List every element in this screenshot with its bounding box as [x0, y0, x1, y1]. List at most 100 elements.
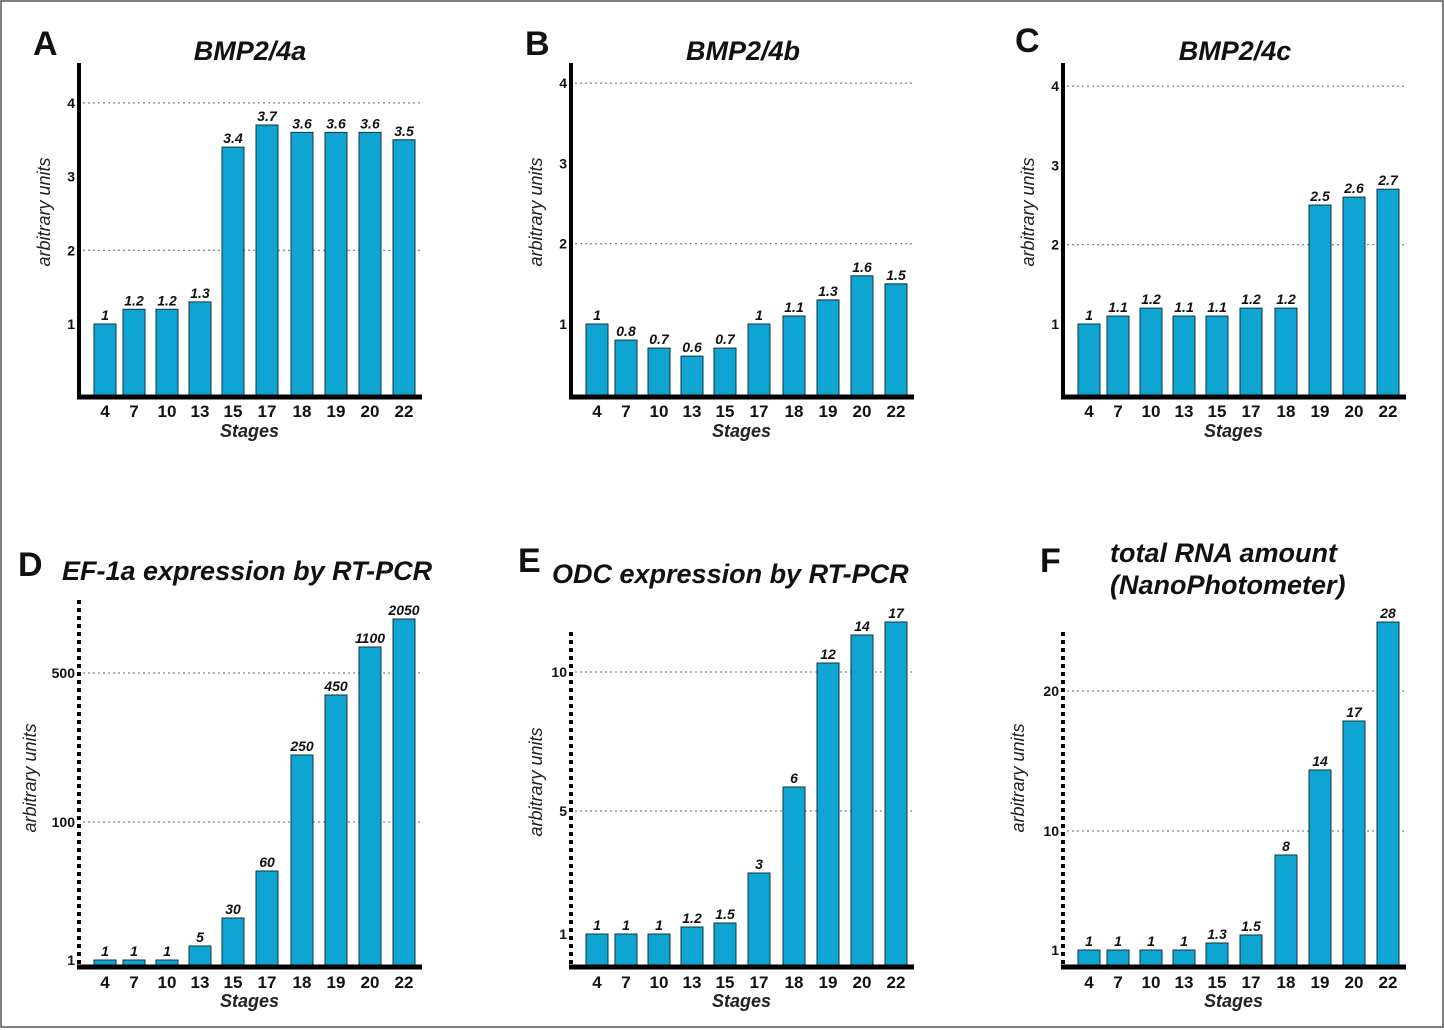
bar-stage-15	[221, 917, 245, 968]
x-tick-label: 20	[361, 402, 380, 421]
data-label: 250	[289, 738, 314, 754]
data-label: 1.2	[682, 910, 702, 926]
data-label: 450	[323, 678, 348, 694]
x-axis-label: Stages	[712, 421, 771, 441]
x-tick-label: 15	[224, 973, 243, 992]
bar-stage-15	[713, 347, 737, 398]
bar-stage-4	[585, 323, 609, 398]
panel-letter: B	[525, 25, 550, 63]
x-tick-label: 7	[621, 973, 630, 992]
x-tick-label: 19	[1311, 973, 1330, 992]
bar-stage-20	[850, 275, 874, 398]
bar-stage-19	[1308, 204, 1332, 398]
bar-stage-13	[1172, 949, 1196, 968]
data-label: 1100	[355, 630, 385, 646]
x-tick-label: 18	[1277, 973, 1296, 992]
data-label: 1	[622, 917, 630, 933]
y-tick-label: 3	[67, 169, 75, 185]
bar-stage-18	[290, 754, 314, 968]
x-tick-label: 15	[716, 973, 735, 992]
x-tick-label: 19	[819, 402, 838, 421]
x-tick-label: 18	[293, 402, 312, 421]
x-tick-label: 7	[129, 973, 138, 992]
bar-stage-20	[358, 646, 382, 968]
data-label: 3.6	[360, 115, 380, 131]
y-axis-label: arbitrary units	[526, 727, 546, 836]
x-tick-label: 17	[1242, 402, 1261, 421]
x-tick-label: 7	[129, 402, 138, 421]
x-tick-label: 7	[1113, 402, 1122, 421]
data-label: 3.5	[394, 123, 414, 139]
data-label: 2.6	[1343, 180, 1364, 196]
x-tick-label: 4	[592, 973, 602, 992]
data-label: 1.1	[1207, 299, 1227, 315]
x-tick-label: 15	[716, 402, 735, 421]
bar-stage-13	[680, 926, 704, 968]
y-tick-label: 10	[551, 664, 567, 680]
panel-a: A BMP2/4a 1 2 3 4 1 4 1.2 7 1.2 10 1.3 13 3.4 15 3.7 17 3.…	[33, 25, 422, 441]
data-label: 1.5	[886, 267, 906, 283]
y-axis-label: arbitrary units	[20, 723, 40, 832]
data-label: 1	[101, 307, 109, 323]
x-tick-label: 4	[1084, 973, 1094, 992]
data-label: 1.5	[715, 906, 735, 922]
bar-stage-13	[188, 301, 212, 398]
data-label: 17	[1346, 704, 1363, 720]
bar-stage-4	[1077, 949, 1101, 968]
y-axis-label: arbitrary units	[34, 157, 54, 266]
panel-letter: C	[1015, 22, 1040, 60]
bar-stage-18	[290, 131, 314, 398]
x-tick-label: 18	[1277, 402, 1296, 421]
data-label: 28	[1379, 605, 1396, 621]
bar-stage-22	[392, 618, 416, 968]
x-tick-label: 15	[1208, 973, 1227, 992]
bar-stage-20	[358, 131, 382, 398]
data-label: 3.6	[292, 115, 312, 131]
bar-stage-17	[255, 124, 279, 398]
x-tick-label: 13	[683, 402, 702, 421]
panel-e: E ODC expression by RT-PCR151014171101.21…	[518, 542, 914, 1011]
bar-stage-18	[1274, 307, 1298, 398]
bar-stage-22	[884, 283, 908, 398]
x-tick-label: 10	[650, 402, 669, 421]
x-tick-label: 15	[224, 402, 243, 421]
bar-stage-7	[614, 339, 638, 398]
x-tick-label: 10	[158, 973, 177, 992]
data-label: 1	[755, 307, 763, 323]
data-label: 3.7	[257, 108, 278, 124]
x-tick-label: 20	[853, 973, 872, 992]
bar-stage-15	[1205, 315, 1229, 398]
x-tick-label: 13	[1175, 973, 1194, 992]
data-label: 1.2	[124, 292, 144, 308]
bar-stage-13	[680, 355, 704, 398]
x-tick-label: 17	[258, 402, 277, 421]
x-axis-label: Stages	[1204, 421, 1263, 441]
data-label: 1.6	[852, 259, 872, 275]
bar-stage-17	[747, 323, 771, 398]
x-tick-label: 7	[1113, 973, 1122, 992]
y-tick-label: 5	[559, 803, 567, 819]
bar-stage-17	[255, 870, 279, 968]
x-tick-label: 7	[621, 402, 630, 421]
data-label: 30	[225, 901, 241, 917]
x-tick-label: 22	[887, 973, 906, 992]
x-tick-label: 4	[1084, 402, 1094, 421]
panel-c: C BMP2/4c 1 2 3 4 1 4 1.1 7 1.2 10 1.1 13 1.1 15 1.2 17 1.…	[1015, 22, 1406, 441]
data-label: 0.8	[616, 323, 636, 339]
x-tick-label: 18	[785, 402, 804, 421]
bar-stage-22	[392, 139, 416, 398]
y-tick-label: 1	[1051, 316, 1059, 332]
y-tick-label: 100	[52, 814, 76, 830]
bar-stage-4	[93, 323, 117, 398]
bar-stage-10	[155, 308, 179, 398]
x-tick-label: 22	[1379, 973, 1398, 992]
y-tick-label: 3	[1051, 157, 1059, 173]
data-label: 5	[196, 929, 204, 945]
y-tick-label: 1	[1051, 942, 1059, 958]
y-tick-label: 4	[1051, 78, 1059, 94]
data-label: 1	[1180, 933, 1188, 949]
bar-stage-15	[713, 922, 737, 968]
chart-title: BMP2/4c	[1179, 36, 1292, 66]
y-tick-label: 2	[67, 242, 75, 258]
x-tick-label: 10	[158, 402, 177, 421]
